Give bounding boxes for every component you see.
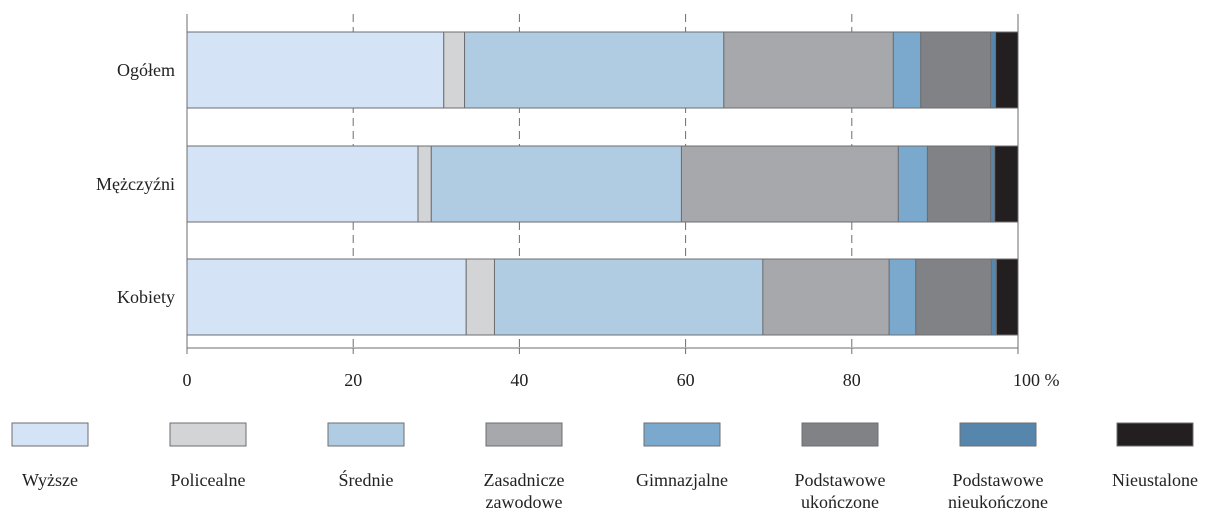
bar-3-segment-5 xyxy=(888,258,917,336)
bar-1-segment-6 xyxy=(920,31,992,109)
bar-2-segment-3 xyxy=(430,145,682,223)
category-labels: Ogółem Mężczyźni Kobiety xyxy=(96,60,175,307)
bar-1-segment-4 xyxy=(723,31,894,109)
bars xyxy=(186,31,1019,336)
legend-label-6: Podstawowe ukończone xyxy=(795,470,886,512)
x-tick-label-20: 20 xyxy=(344,370,362,390)
bar-1-segment-1 xyxy=(186,31,445,109)
x-tick-label-0: 0 xyxy=(183,370,192,390)
bar-1-segment-3 xyxy=(464,31,725,109)
x-tick-label-60: 60 xyxy=(677,370,695,390)
legend: Wyższe Policealne Średnie Zasadnicze zawodow… xyxy=(11,422,1198,512)
legend-label-5: Gimnazjalne xyxy=(636,470,728,490)
x-tick-label-100: 100 % xyxy=(1013,370,1060,390)
legend-swatch-7 xyxy=(959,422,1037,447)
bar-2-segment-4 xyxy=(680,145,899,223)
bar-3-segment-7 xyxy=(990,258,997,336)
bar-3-segment-4 xyxy=(762,258,890,336)
legend-swatch-1 xyxy=(11,422,89,447)
legend-swatch-5 xyxy=(643,422,721,447)
legend-label-8: Nieustalone xyxy=(1112,470,1198,490)
legend-swatch-4 xyxy=(485,422,563,447)
legend-label-7: Podstawowe nieukończone xyxy=(948,470,1048,512)
bar-2-segment-7 xyxy=(990,145,996,223)
legend-swatch-2 xyxy=(169,422,247,447)
legend-label-1: Wyższe xyxy=(22,470,78,490)
bar-3-segment-8 xyxy=(995,258,1019,336)
legend-swatch-3 xyxy=(327,422,405,447)
bar-3-segment-3 xyxy=(493,258,764,336)
bar-1-segment-7 xyxy=(990,31,997,109)
legend-swatch-8 xyxy=(1116,422,1194,447)
bar-3-segment-6 xyxy=(915,258,992,336)
legend-label-4: Zasadnicze zawodowe xyxy=(484,470,565,512)
legend-swatch-6 xyxy=(801,422,879,447)
bar-2-segment-1 xyxy=(186,145,419,223)
bar-1-segment-2 xyxy=(443,31,466,109)
bar-1-segment-5 xyxy=(892,31,922,109)
bar-2-segment-8 xyxy=(994,145,1019,223)
bar-2-segment-5 xyxy=(897,145,928,223)
bar-2-segment-6 xyxy=(926,145,992,223)
bar-3-segment-2 xyxy=(465,258,495,336)
legend-label-2: Policealne xyxy=(171,470,246,490)
category-label-1: Ogółem xyxy=(117,60,175,80)
x-tick-label-80: 80 xyxy=(843,370,861,390)
x-tick-label-40: 40 xyxy=(510,370,528,390)
bar-2-segment-2 xyxy=(417,145,432,223)
bar-1-segment-8 xyxy=(995,31,1019,109)
axes: 0 20 40 60 80 100 % xyxy=(183,14,1060,390)
category-label-3: Kobiety xyxy=(117,287,175,307)
legend-label-3: Średnie xyxy=(339,469,394,490)
category-label-2: Mężczyźni xyxy=(96,174,175,194)
bar-3-segment-1 xyxy=(186,258,467,336)
